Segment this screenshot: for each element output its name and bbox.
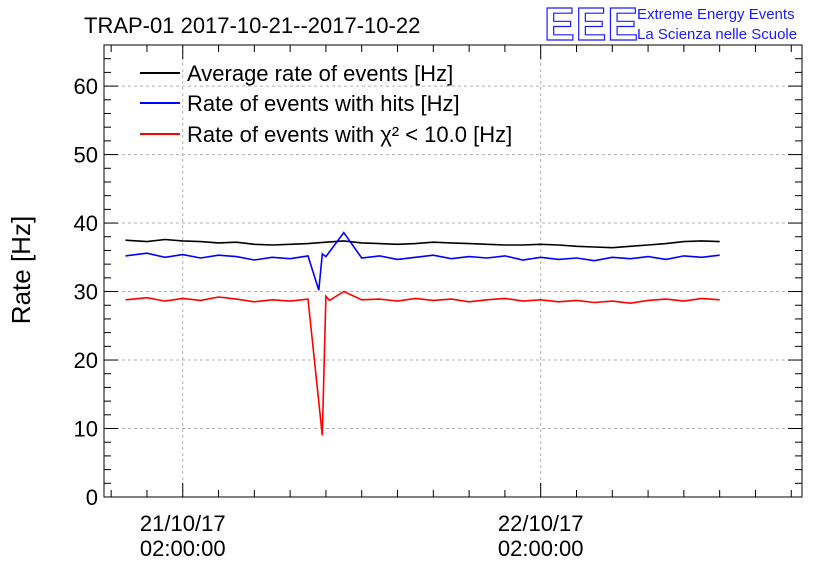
chart-title: TRAP-01 2017-10-21--2017-10-22 xyxy=(84,13,420,38)
legend-label-3: Rate of events with χ² < 10.0 [Hz] xyxy=(187,122,512,147)
y-tick-label: 40 xyxy=(74,211,98,236)
axes-layer: 010203040506021/10/1702:00:0022/10/1702:… xyxy=(74,44,803,561)
x-tick-label-date: 21/10/17 xyxy=(140,511,226,536)
y-tick-label: 20 xyxy=(74,348,98,373)
brand-line-2: La Scienza nelle Scuole xyxy=(637,26,797,43)
x-tick-label-date: 22/10/17 xyxy=(498,511,584,536)
brand-line-1: Extreme Energy Events xyxy=(637,6,795,23)
plot-frame xyxy=(103,44,803,498)
series-line-2 xyxy=(125,231,720,291)
y-tick-label: 10 xyxy=(74,417,98,442)
y-tick-label: 30 xyxy=(74,280,98,305)
y-axis-label: Rate [Hz] xyxy=(6,216,36,324)
x-tick-label-time: 02:00:00 xyxy=(498,536,584,561)
y-tick-label: 60 xyxy=(74,74,98,99)
eee-logo: EEE xyxy=(544,0,639,50)
y-tick-label: 50 xyxy=(74,143,98,168)
series-line-3 xyxy=(125,290,720,436)
legend-label-1: Average rate of events [Hz] xyxy=(187,61,453,86)
legend-label-2: Rate of events with hits [Hz] xyxy=(187,91,460,116)
y-tick-label: 0 xyxy=(86,485,98,510)
legend: Average rate of events [Hz] Rate of event… xyxy=(140,61,512,147)
grid-layer xyxy=(104,45,802,497)
x-tick-label-time: 02:00:00 xyxy=(140,536,226,561)
series-layer xyxy=(125,231,720,436)
series-line-1 xyxy=(125,238,720,249)
